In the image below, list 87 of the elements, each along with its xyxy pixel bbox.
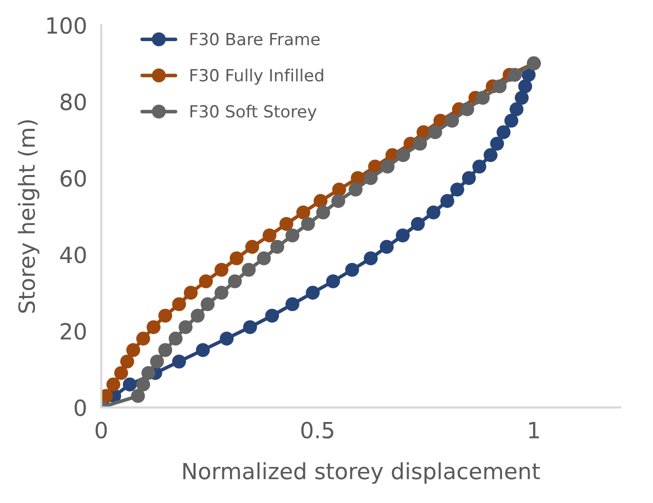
point xyxy=(326,274,340,288)
point xyxy=(450,182,464,196)
point xyxy=(245,240,260,254)
point xyxy=(131,389,145,403)
legend-label: F30 Soft Storey xyxy=(190,104,317,121)
point xyxy=(492,79,507,94)
point xyxy=(146,320,161,334)
point xyxy=(196,343,210,358)
point xyxy=(472,160,486,174)
x-tick-label: 1 xyxy=(529,422,539,438)
point xyxy=(214,262,228,277)
point xyxy=(296,206,310,220)
x-tick-label: 0.5 xyxy=(301,422,334,439)
point xyxy=(396,148,410,162)
point xyxy=(331,194,346,208)
point xyxy=(413,136,427,151)
point xyxy=(348,182,363,196)
point xyxy=(510,102,524,116)
point xyxy=(242,262,256,277)
y-tick-label: 80 xyxy=(60,94,86,110)
legend-label: F30 Bare Frame xyxy=(190,32,320,46)
point xyxy=(190,308,205,323)
point xyxy=(496,125,510,140)
point xyxy=(301,216,315,231)
point xyxy=(380,160,395,174)
point xyxy=(141,366,156,380)
point xyxy=(314,194,328,208)
y-tick-label: 20 xyxy=(60,322,86,340)
y-tick-label: 100 xyxy=(47,17,86,34)
point xyxy=(380,240,394,254)
point xyxy=(106,378,120,392)
point xyxy=(518,79,532,94)
point xyxy=(490,136,504,151)
point xyxy=(136,332,150,346)
point xyxy=(270,240,284,254)
point xyxy=(285,297,300,312)
point xyxy=(122,378,137,392)
legend-label: F30 Fully Infilled xyxy=(190,68,324,85)
point xyxy=(136,378,150,392)
point xyxy=(262,228,276,242)
point xyxy=(460,102,474,116)
point xyxy=(228,274,242,288)
point xyxy=(426,206,440,220)
point xyxy=(364,171,378,186)
point xyxy=(200,297,215,312)
point xyxy=(316,206,330,220)
point xyxy=(150,354,164,368)
point xyxy=(445,114,460,128)
point xyxy=(332,182,346,196)
point xyxy=(168,332,183,346)
point xyxy=(214,286,228,300)
point xyxy=(440,194,454,208)
point xyxy=(462,171,476,186)
point xyxy=(364,251,378,266)
point xyxy=(345,262,360,277)
point xyxy=(178,320,193,334)
point xyxy=(243,320,257,334)
y-tick-label: 0 xyxy=(74,399,86,416)
point xyxy=(256,251,271,266)
point xyxy=(230,251,244,266)
point xyxy=(158,308,172,323)
point xyxy=(285,228,300,242)
point xyxy=(126,343,140,358)
point xyxy=(306,286,320,300)
point xyxy=(172,354,186,368)
y-tick-label: 60 xyxy=(60,170,86,187)
point xyxy=(172,297,186,312)
point xyxy=(220,332,234,346)
point xyxy=(484,148,498,162)
point xyxy=(198,274,213,288)
y-axis-title: Storey height (m) xyxy=(18,120,40,313)
point xyxy=(184,286,198,300)
point xyxy=(476,90,490,105)
point xyxy=(158,343,172,358)
point xyxy=(120,354,134,368)
point xyxy=(410,216,425,231)
point xyxy=(265,308,280,323)
x-tick-label: 0 xyxy=(96,422,107,439)
point xyxy=(514,90,529,105)
point xyxy=(508,68,522,82)
point xyxy=(504,114,518,128)
point xyxy=(279,216,294,231)
x-axis-title: Normalized storey displacement xyxy=(183,462,540,484)
point xyxy=(114,366,128,380)
point xyxy=(428,125,442,140)
point xyxy=(396,228,410,242)
y-tick-label: 40 xyxy=(60,246,86,264)
